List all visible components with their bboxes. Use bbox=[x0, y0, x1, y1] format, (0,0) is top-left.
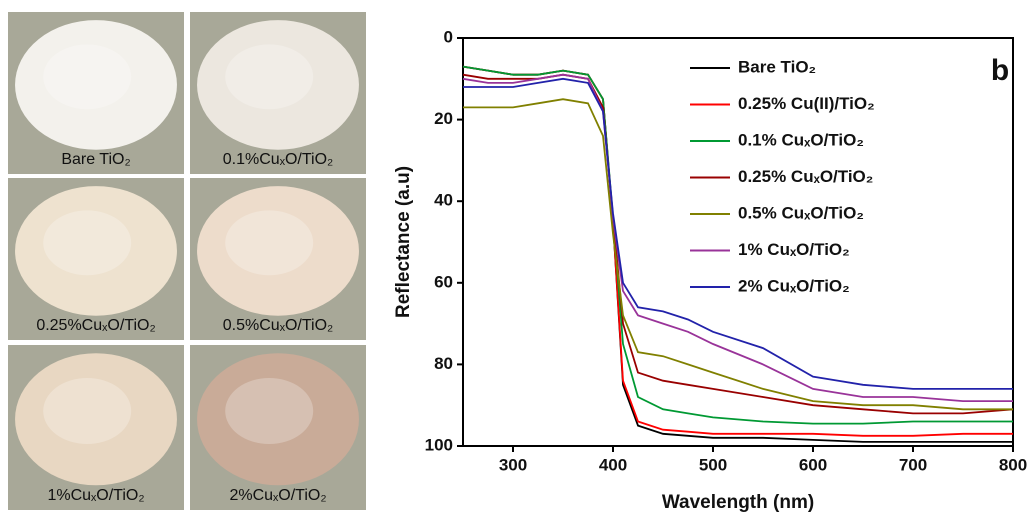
x-axis-label: Wavelength (nm) bbox=[662, 492, 814, 513]
x-tick-label: 500 bbox=[699, 455, 727, 474]
y-tick-label: 80 bbox=[434, 354, 453, 373]
legend-label: 0.5% CuₓO/TiO₂ bbox=[738, 203, 864, 222]
photo-label: 1%CuₓO/TiO₂ bbox=[47, 487, 144, 504]
legend-label: 0.25% Cu(II)/TiO₂ bbox=[738, 94, 875, 113]
powder-pile bbox=[197, 186, 359, 316]
legend-label: Bare TiO₂ bbox=[738, 57, 816, 76]
powder-pile bbox=[15, 186, 177, 316]
legend-label: 0.1% CuₓO/TiO₂ bbox=[738, 130, 864, 149]
photo-label: Bare TiO₂ bbox=[61, 151, 130, 168]
photo-label: 2%CuₓO/TiO₂ bbox=[229, 487, 326, 504]
powder-highlight bbox=[43, 210, 132, 276]
powder-highlight bbox=[225, 44, 314, 110]
powder-pile bbox=[15, 353, 177, 486]
data-line bbox=[463, 98, 1013, 411]
powder-highlight bbox=[43, 44, 132, 110]
x-tick-label: 800 bbox=[999, 455, 1027, 474]
x-tick-label: 700 bbox=[899, 455, 927, 474]
y-tick-label: 100 bbox=[425, 435, 453, 454]
photo-label: 0.5%CuₓO/TiO₂ bbox=[223, 317, 333, 334]
y-tick-label: 60 bbox=[434, 272, 453, 291]
legend-label: 0.25% CuₓO/TiO₂ bbox=[738, 167, 873, 186]
photo-label: 0.25%CuₓO/TiO₂ bbox=[36, 317, 155, 334]
legend-label: 2% CuₓO/TiO₂ bbox=[738, 276, 850, 295]
powder-pile bbox=[15, 20, 177, 150]
y-tick-label: 40 bbox=[434, 191, 453, 210]
x-tick-label: 300 bbox=[499, 455, 527, 474]
x-tick-label: 400 bbox=[599, 455, 627, 474]
photo-label: 0.1%CuₓO/TiO₂ bbox=[223, 151, 333, 168]
panel-label: b bbox=[991, 54, 1009, 87]
powder-pile bbox=[197, 353, 359, 486]
powder-highlight bbox=[225, 210, 314, 276]
powder-highlight bbox=[43, 378, 132, 444]
y-tick-label: 20 bbox=[434, 109, 453, 128]
data-line bbox=[462, 73, 1013, 403]
powder-highlight bbox=[225, 378, 314, 444]
y-tick-label: 0 bbox=[444, 27, 453, 46]
powder-pile bbox=[197, 20, 359, 150]
y-axis-label: Reflectance (a.u) bbox=[393, 166, 414, 318]
data-line bbox=[463, 77, 1013, 390]
data-line bbox=[462, 65, 1013, 425]
x-tick-label: 600 bbox=[799, 455, 827, 474]
plot-frame bbox=[462, 37, 1014, 447]
legend-label: 1% CuₓO/TiO₂ bbox=[738, 240, 850, 259]
